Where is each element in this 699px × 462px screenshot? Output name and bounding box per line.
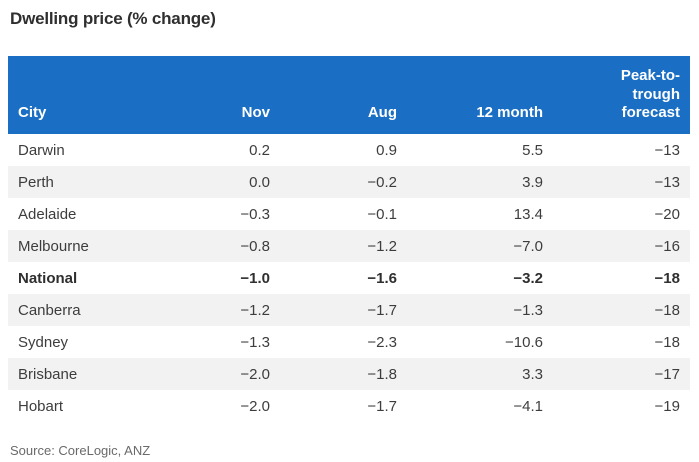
value-cell: 3.3 [522,365,543,383]
city-cell: Darwin [18,141,65,159]
value-cell: −19 [654,397,680,415]
value-cell: 0.0 [249,173,270,191]
table-row: Melbourne −0.8 −1.2 −7.0 −16 [8,230,690,262]
city-cell: National [18,269,78,287]
table-row: Hobart −2.0 −1.7 −4.1 −19 [8,390,690,422]
table-header: City Nov Aug 12 month Peak-to-trough for… [8,56,690,134]
value-cell: −0.8 [240,237,270,255]
source-note: Source: CoreLogic, ANZ [10,443,151,458]
city-cell: Brisbane [18,365,78,383]
chart-title: Dwelling price (% change) [10,9,216,28]
value-cell: −2.0 [240,365,270,383]
value-cell: 5.5 [522,141,543,159]
header-row: City Nov Aug 12 month Peak-to-trough for… [8,56,690,134]
value-cell: −1.7 [367,301,397,319]
header-12-month: 12 month [407,56,553,134]
city-cell: Hobart [18,397,64,415]
table-body: Darwin 0.2 0.9 5.5 −13 Perth 0.0 −0.2 3.9 −13 Adel… [8,134,690,422]
value-cell: −18 [654,269,680,287]
city-cell: Perth [18,173,54,191]
value-cell: −0.1 [367,205,397,223]
value-cell: 0.2 [249,141,270,159]
table-row: Adelaide −0.3 −0.1 13.4 −20 [8,198,690,230]
value-cell: −1.3 [513,301,543,319]
value-cell: −2.0 [240,397,270,415]
value-cell: −0.3 [240,205,270,223]
value-cell: −16 [654,237,680,255]
value-cell: −1.6 [367,269,397,287]
value-cell: −1.0 [240,269,270,287]
table-row: National −1.0 −1.6 −3.2 −18 [8,262,690,294]
value-cell: −3.2 [513,269,543,287]
header-aug: Aug [280,56,407,134]
value-cell: −1.3 [240,333,270,351]
value-cell: −10.6 [505,333,543,351]
value-cell: −13 [654,141,680,159]
value-cell: −13 [654,173,680,191]
value-cell: −17 [654,365,680,383]
table-row: Sydney −1.3 −2.3 −10.6 −18 [8,326,690,358]
city-cell: Adelaide [18,205,77,223]
city-cell: Canberra [18,301,81,319]
header-city: City [8,56,150,134]
city-cell: Sydney [18,333,69,351]
value-cell: −1.7 [367,397,397,415]
value-cell: 3.9 [522,173,543,191]
value-cell: −7.0 [513,237,543,255]
value-cell: −20 [654,205,680,223]
value-cell: −18 [654,333,680,351]
city-cell: Melbourne [18,237,89,255]
value-cell: −0.2 [367,173,397,191]
table-row: Brisbane −2.0 −1.8 3.3 −17 [8,358,690,390]
header-peak-to-trough-label: Peak-to-trough forecast [620,66,680,122]
value-cell: −2.3 [367,333,397,351]
value-cell: −4.1 [513,397,543,415]
table-row: Canberra −1.2 −1.7 −1.3 −18 [8,294,690,326]
value-cell: 13.4 [513,205,543,223]
value-cell: −1.2 [240,301,270,319]
header-peak-to-trough: Peak-to-trough forecast [553,56,690,134]
table-row: Darwin 0.2 0.9 5.5 −13 [8,134,690,166]
dwelling-price-table: City Nov Aug 12 month Peak-to-trough for… [8,56,690,422]
value-cell: 0.9 [376,141,397,159]
value-cell: −1.2 [367,237,397,255]
value-cell: −18 [654,301,680,319]
header-nov: Nov [150,56,280,134]
value-cell: −1.8 [367,365,397,383]
table-row: Perth 0.0 −0.2 3.9 −13 [8,166,690,198]
